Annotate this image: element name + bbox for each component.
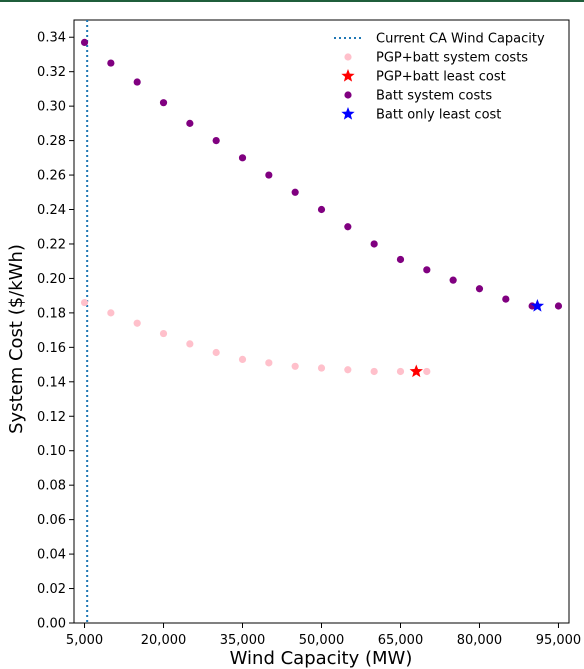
y-tick-label: 0.28	[37, 134, 66, 149]
y-tick-label: 0.10	[37, 444, 66, 459]
y-tick-label: 0.12	[37, 410, 66, 425]
y-tick-label: 0.08	[37, 479, 66, 494]
y-tick-label: 0.32	[37, 65, 66, 80]
batt-system-costs-point	[133, 78, 141, 86]
batt-system-costs-point	[554, 302, 563, 310]
batt-only-least-cost-point	[530, 298, 545, 312]
batt-system-costs-point	[212, 137, 220, 145]
y-tick-label: 0.18	[37, 306, 66, 321]
batt-system-costs-point	[159, 99, 168, 107]
batt-system-costs-point	[238, 154, 247, 162]
pgp-batt-system-costs-point	[396, 367, 405, 376]
pgp-batt-system-costs-point	[238, 355, 247, 364]
x-tick-label: 80,000	[457, 633, 503, 648]
pgp-batt-system-costs-point	[80, 298, 89, 307]
y-tick-label: 0.02	[37, 582, 66, 597]
y-tick-label: 0.26	[37, 169, 66, 184]
x-tick-label: 65,000	[378, 633, 424, 648]
legend-swatch-star	[341, 107, 355, 120]
y-tick-label: 0.24	[37, 203, 66, 218]
pgp-batt-system-costs-point	[107, 309, 115, 317]
pgp-batt-system-costs-point	[344, 366, 352, 374]
batt-system-costs-point	[370, 240, 378, 248]
batt-system-costs-point	[291, 188, 299, 196]
legend-swatch-dot	[344, 91, 352, 99]
legend-label: Current CA Wind Capacity	[376, 32, 545, 47]
data-points-layer	[80, 38, 563, 378]
batt-system-costs-point	[449, 276, 457, 284]
batt-system-costs-point	[265, 171, 273, 179]
y-axis-title: System Cost ($/kWh)	[6, 244, 27, 434]
batt-system-costs-point	[475, 285, 484, 293]
y-tick-label: 0.16	[37, 341, 66, 356]
x-tick-label: 5,000	[66, 633, 103, 648]
x-axis: 5,000 20,000 35,000 50,000 65,000 80,000 95,00…	[66, 623, 581, 648]
pgp-batt-system-costs-point	[423, 367, 431, 376]
x-tick-label: 20,000	[141, 633, 187, 648]
pgp-batt-system-costs-point	[212, 348, 220, 357]
y-tick-label: 0.14	[37, 375, 66, 390]
x-tick-label: 50,000	[299, 633, 345, 648]
legend: Current CA Wind Capacity PGP+batt system …	[334, 32, 545, 123]
legend-label: Batt system costs	[376, 89, 492, 104]
batt-system-costs-point	[396, 255, 405, 264]
batt-system-costs-point	[502, 295, 510, 303]
y-tick-label: 0.22	[37, 237, 66, 252]
batt-system-costs-point	[80, 38, 89, 46]
batt-system-costs-point	[107, 59, 115, 67]
pgp-batt-system-costs-point	[159, 329, 168, 338]
y-tick-label: 0.00	[37, 617, 66, 632]
y-tick-label: 0.20	[37, 272, 66, 287]
batt-system-costs-point	[317, 205, 326, 214]
y-tick-label: 0.34	[37, 31, 66, 46]
y-tick-label: 0.06	[37, 513, 66, 528]
pgp-batt-system-costs-point	[291, 362, 299, 370]
batt-system-costs-point	[423, 266, 431, 274]
pgp-batt-system-costs-point	[265, 359, 273, 367]
batt-system-costs-point	[344, 223, 352, 231]
y-tick-label: 0.30	[37, 100, 66, 115]
y-axis: 0.00 0.02 0.04 0.06 0.08 0.10 0.12 0.14 0.16 0.18…	[37, 31, 74, 632]
pgp-batt-system-costs-point	[186, 340, 194, 348]
y-tick-label: 0.04	[37, 548, 66, 563]
pgp-batt-system-costs-point	[133, 319, 141, 327]
legend-label: PGP+batt system costs	[376, 51, 528, 66]
legend-label: PGP+batt least cost	[376, 70, 506, 85]
x-tick-label: 35,000	[220, 633, 266, 648]
batt-system-costs-point	[186, 119, 194, 127]
x-axis-title: Wind Capacity (MW)	[230, 648, 413, 669]
legend-swatch-dot	[344, 53, 352, 61]
pgp-batt-system-costs-point	[370, 367, 378, 376]
legend-swatch-star	[341, 69, 355, 82]
x-tick-label: 95,000	[536, 633, 582, 648]
pgp-batt-system-costs-point	[317, 364, 326, 372]
top-rule	[0, 0, 584, 2]
legend-label: Batt only least cost	[376, 108, 501, 123]
pgp-batt-least-cost-point	[409, 364, 423, 378]
